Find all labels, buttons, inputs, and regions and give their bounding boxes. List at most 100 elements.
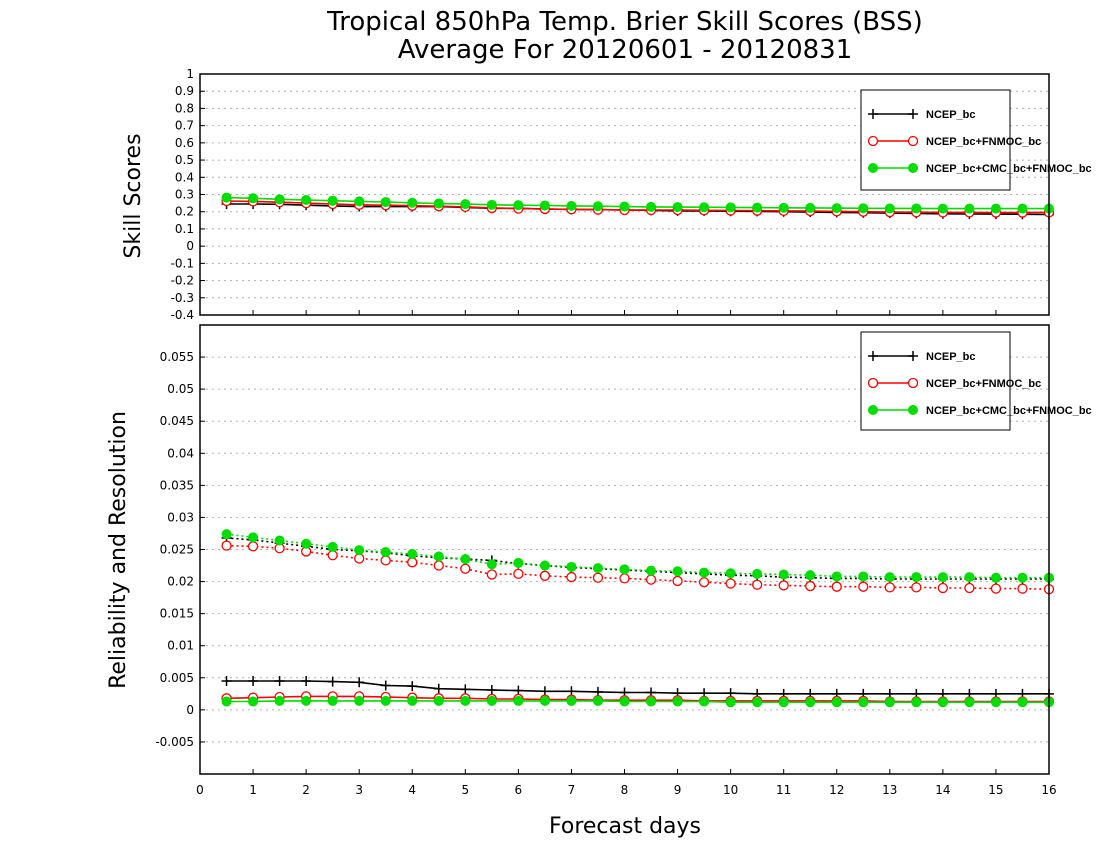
data-point [407, 197, 418, 208]
data-point [221, 696, 232, 707]
data-point [301, 195, 312, 206]
x-tick-label: 1 [249, 783, 257, 797]
data-point [964, 582, 975, 594]
data-point [301, 538, 312, 549]
data-point [539, 200, 550, 211]
legend-label: NCEP_bc+FNMOC_bc [926, 136, 1041, 148]
x-tick-label: 14 [935, 783, 950, 797]
data-point [752, 579, 763, 590]
data-point [221, 540, 232, 551]
x-tick-label: 8 [621, 783, 629, 797]
y-tick-label: -0.1 [171, 256, 194, 270]
legend-marker [908, 109, 918, 119]
data-point [513, 200, 524, 211]
y-tick-label: -0.3 [171, 291, 194, 305]
data-point [752, 697, 763, 708]
data-point [460, 199, 471, 210]
y-tick-label: 0.055 [160, 350, 194, 364]
data-point [566, 561, 577, 572]
skill-scores-axis-label: Skill Scores [121, 133, 146, 258]
data-point [301, 675, 312, 686]
data-point [619, 696, 630, 707]
series-line [226, 537, 1049, 580]
data-point [566, 571, 577, 583]
y-tick-label: 0.2 [175, 205, 194, 219]
legend-marker [907, 377, 919, 389]
data-point [460, 554, 471, 565]
data-point [672, 696, 683, 707]
data-point [645, 574, 657, 585]
data-point [566, 200, 577, 211]
data-point [884, 697, 895, 708]
data-point [858, 697, 869, 708]
data-point [513, 695, 524, 706]
data-point [327, 541, 338, 552]
y-tick-label: 0.04 [167, 446, 194, 460]
data-point [619, 564, 630, 575]
x-tick-label: 13 [882, 783, 897, 797]
reliability-resolution-panel: -0.005 0 0.005 0.01 0.015 0.02 0.025 0.03 0.035 0… [155, 324, 1092, 797]
x-tick-label: 10 [723, 783, 738, 797]
data-point [433, 560, 444, 571]
legend-marker [868, 405, 878, 415]
data-point [990, 697, 1001, 708]
data-point [725, 202, 736, 213]
data-point [990, 203, 1001, 214]
legend-marker [868, 109, 878, 119]
y-tick-label: 0.045 [160, 414, 194, 428]
data-point [884, 572, 895, 583]
data-point [301, 695, 312, 706]
data-point [248, 675, 259, 686]
series-line [226, 544, 1050, 591]
data-point [354, 553, 365, 564]
legend-label: NCEP_bc+CMC_bc+FNMOC_bc [926, 163, 1092, 175]
data-point [486, 695, 497, 706]
data-point [646, 696, 657, 707]
series-line [226, 533, 1049, 579]
data-point [460, 695, 471, 706]
legend-label: NCEP_bc [926, 351, 976, 363]
data-point [990, 572, 1001, 583]
data-point [805, 570, 816, 581]
data-point [752, 202, 763, 213]
data-point [937, 572, 948, 583]
data-point [592, 695, 603, 706]
data-point [592, 201, 603, 212]
data-point [274, 695, 285, 706]
data-point [831, 581, 842, 592]
data-point [937, 203, 948, 214]
data-point [725, 697, 736, 708]
y-tick-label: 0.01 [167, 639, 194, 653]
data-point [911, 582, 922, 593]
data-point [1017, 572, 1028, 583]
data-point [805, 697, 816, 708]
x-tick-label: 0 [196, 783, 204, 797]
data-point [619, 573, 630, 584]
data-point [327, 676, 338, 687]
legend-marker [868, 163, 878, 173]
plot-frame [199, 73, 1050, 316]
data-point [831, 203, 842, 214]
data-point [592, 572, 604, 583]
data-point [380, 680, 391, 691]
y-tick-label: 0.03 [167, 510, 194, 524]
y-tick-label: 0 [186, 703, 194, 717]
series-ncep-bc-cmc-bc-fnmoc-bc-resolution [221, 529, 1054, 583]
data-point [698, 577, 710, 588]
data-point [327, 550, 338, 561]
data-point [937, 697, 948, 708]
data-point [486, 559, 497, 570]
series-ncep-bc-resolution [221, 532, 1054, 585]
y-tick-label: 0.3 [175, 188, 194, 202]
data-point [248, 532, 259, 543]
y-tick-label: 0.4 [175, 170, 194, 184]
data-point [805, 580, 816, 592]
data-point [513, 557, 524, 568]
legend-label: NCEP_bc [926, 109, 976, 121]
legend-marker [868, 351, 878, 361]
data-point [460, 684, 471, 695]
data-point [486, 569, 497, 580]
y-tick-label: -0.2 [171, 274, 194, 288]
x-tick-label: 11 [776, 783, 791, 797]
